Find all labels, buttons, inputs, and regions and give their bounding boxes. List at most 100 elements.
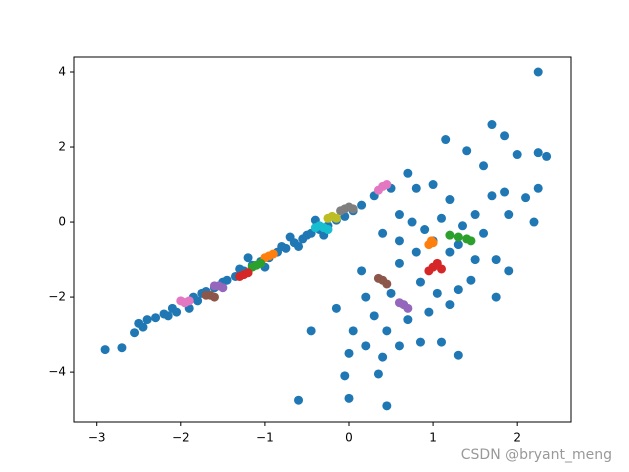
point xyxy=(243,253,253,263)
point xyxy=(382,401,392,411)
point xyxy=(487,191,497,201)
point xyxy=(487,120,497,130)
point xyxy=(466,236,476,246)
point xyxy=(436,213,446,223)
point xyxy=(428,180,438,190)
point xyxy=(407,217,417,227)
point xyxy=(415,277,425,287)
point xyxy=(491,255,501,265)
point xyxy=(466,275,476,285)
point xyxy=(458,221,468,231)
point xyxy=(403,168,413,178)
point xyxy=(184,296,194,306)
point xyxy=(394,341,404,351)
point xyxy=(533,183,543,193)
point xyxy=(382,279,392,289)
point xyxy=(193,296,203,306)
x-tick-label: 2 xyxy=(513,431,521,445)
point xyxy=(294,241,304,251)
x-tick-label: 1 xyxy=(429,431,437,445)
point xyxy=(403,303,413,313)
point xyxy=(533,148,543,158)
point xyxy=(142,315,152,325)
point xyxy=(504,266,514,276)
point xyxy=(209,292,219,302)
point xyxy=(462,146,472,156)
point xyxy=(411,247,421,257)
point xyxy=(378,352,388,362)
x-tick-label: 0 xyxy=(345,431,353,445)
point xyxy=(268,249,278,259)
point xyxy=(138,322,148,332)
point xyxy=(331,303,341,313)
point xyxy=(323,225,333,235)
point xyxy=(394,236,404,246)
point xyxy=(521,193,531,203)
point xyxy=(500,131,510,141)
x-tick-label: −2 xyxy=(172,431,190,445)
point xyxy=(382,180,392,190)
point xyxy=(348,204,358,214)
x-tick-label: −3 xyxy=(88,431,106,445)
point xyxy=(386,288,396,298)
y-tick-label: −4 xyxy=(48,365,66,379)
x-tick-label: −1 xyxy=(256,431,274,445)
point xyxy=(424,266,434,276)
point xyxy=(453,232,463,242)
point xyxy=(306,326,316,336)
point xyxy=(470,210,480,220)
point xyxy=(373,369,383,379)
point xyxy=(344,393,354,403)
point xyxy=(420,225,430,235)
point xyxy=(100,345,110,355)
point xyxy=(394,258,404,268)
point xyxy=(344,348,354,358)
point xyxy=(453,285,463,295)
point xyxy=(285,232,295,242)
point xyxy=(378,228,388,238)
point xyxy=(340,371,350,381)
point xyxy=(453,350,463,360)
point xyxy=(436,337,446,347)
point xyxy=(361,341,371,351)
point xyxy=(277,241,287,251)
point xyxy=(151,313,161,323)
point xyxy=(361,292,371,302)
point xyxy=(470,255,480,265)
point xyxy=(348,326,358,336)
y-tick-label: 2 xyxy=(58,140,66,154)
point xyxy=(453,240,463,250)
point xyxy=(163,311,173,321)
watermark: CSDN @bryant_meng xyxy=(461,447,612,463)
point xyxy=(445,300,455,310)
point xyxy=(172,307,182,317)
point xyxy=(445,195,455,205)
point xyxy=(243,268,253,278)
point xyxy=(445,230,455,240)
point xyxy=(512,150,522,160)
point xyxy=(117,343,127,353)
point xyxy=(382,326,392,336)
point xyxy=(357,200,367,210)
point xyxy=(294,395,304,405)
point xyxy=(542,151,552,161)
point xyxy=(441,135,451,145)
point xyxy=(428,238,438,248)
point xyxy=(479,228,489,238)
point xyxy=(411,183,421,193)
point xyxy=(479,161,489,171)
point xyxy=(500,187,510,197)
point xyxy=(533,67,543,77)
point xyxy=(504,210,514,220)
point xyxy=(424,307,434,317)
point xyxy=(130,328,140,338)
y-tick-label: 0 xyxy=(58,215,66,229)
point xyxy=(369,311,379,321)
point xyxy=(432,288,442,298)
point xyxy=(331,213,341,223)
point xyxy=(529,217,539,227)
point xyxy=(436,264,446,274)
y-tick-label: −2 xyxy=(48,290,66,304)
point xyxy=(403,315,413,325)
